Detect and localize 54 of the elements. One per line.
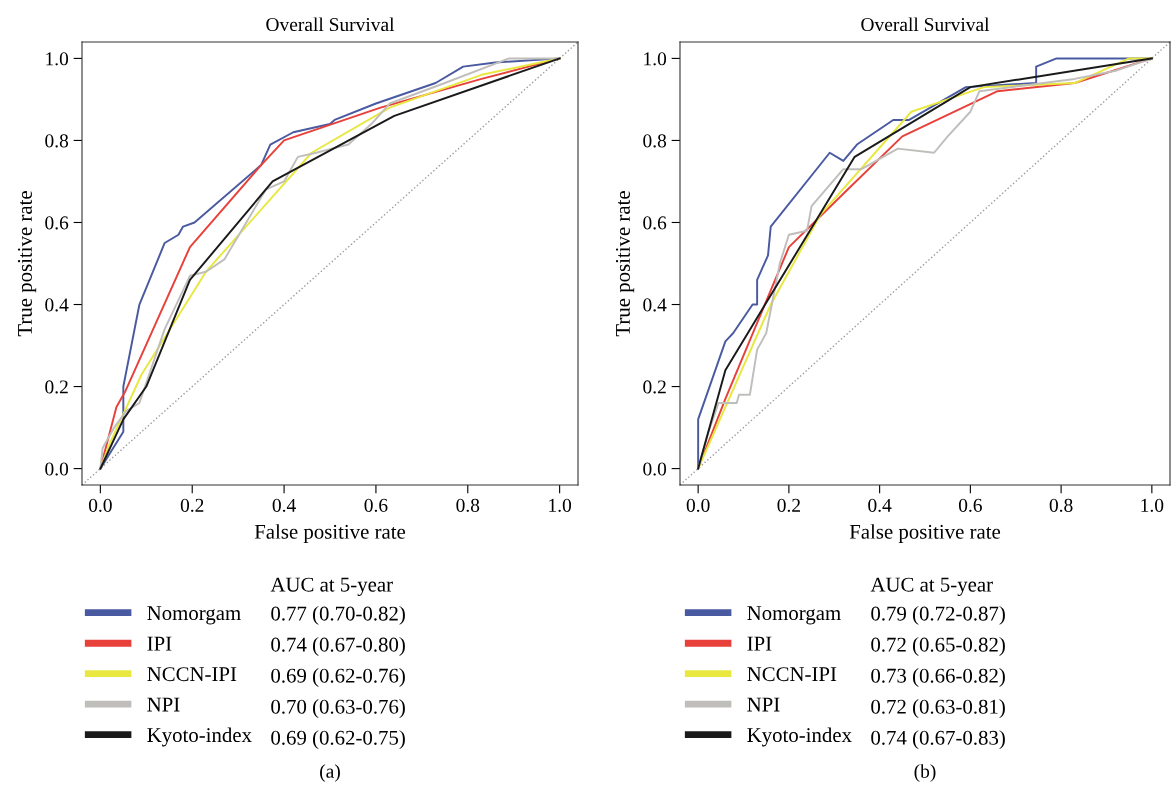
x-axis-title: False positive rate [254,524,406,544]
y-tick-label: 0.8 [45,134,69,148]
y-tick-label: 0.6 [45,216,69,230]
y-tick-label: 0.2 [45,380,68,394]
x-tick-label: 0.2 [777,498,800,512]
y-tick-label: 1.0 [644,52,667,66]
legend-title: AUC at 5-year [870,577,993,596]
x-tick-label: 0.4 [868,498,892,512]
legend-label: Nomorgam [147,606,241,625]
text: (b) [914,764,936,782]
text: 0.72 (0.63-0.81) [871,699,1005,718]
text: 0.74 (0.67-0.80) [271,637,405,656]
chart-title: Overall Survival [266,17,395,32]
legend-label: IPI [147,636,172,651]
legend-label: NPI [147,697,180,712]
x-tick-label: 1.0 [1141,498,1164,512]
x-tick-label: 0.6 [958,498,982,512]
chart-title: Overall Survival [861,17,990,32]
legend-title: AUC at 5-year [270,577,393,596]
y-tick-label: 0.0 [45,462,69,476]
text: 0.72 (0.65-0.82) [871,637,1005,656]
y-axis-title: True positive rate [17,191,37,337]
text: (a) [320,764,340,782]
x-tick-label: 0.8 [1049,498,1073,512]
y-tick-label: 0.2 [643,380,666,394]
x-tick-label: 0.0 [686,498,710,512]
x-axis-title: False positive rate [849,524,1001,544]
y-tick-label: 0.4 [45,298,69,312]
x-tick-label: 0.8 [456,498,480,512]
text: 0.70 (0.63-0.76) [271,699,405,718]
text: 0.77 (0.70-0.82) [271,605,405,625]
y-tick-label: 1.0 [46,52,69,66]
legend-label: NPI [747,697,780,712]
text: 0.69 (0.62-0.75) [271,730,405,750]
x-tick-label: 1.0 [549,498,572,512]
legend-label: NCCN-IPI [747,667,837,682]
x-tick-label: 0.4 [272,498,296,512]
legend-label: Kyoto-index [747,727,852,747]
text: 0.79 (0.72-0.87) [871,605,1005,625]
text: 0.74 (0.67-0.83) [871,730,1005,750]
text: 0.73 (0.66-0.82) [871,668,1005,687]
y-tick-label: 0.4 [643,298,667,312]
x-tick-label: 0.2 [180,498,204,512]
legend-label: IPI [747,636,772,651]
y-tick-label: 0.0 [643,462,667,476]
text: 0.69 (0.62-0.76) [271,668,405,687]
x-tick-label: 0.6 [364,498,388,512]
y-tick-label: 0.6 [643,216,667,230]
x-tick-label: 0.0 [88,498,112,512]
legend-label: Nomorgam [747,606,841,625]
legend-label: Kyoto-index [147,727,252,747]
legend-label: NCCN-IPI [147,667,237,682]
y-axis-title: True positive rate [615,191,635,337]
y-tick-label: 0.8 [643,134,667,148]
